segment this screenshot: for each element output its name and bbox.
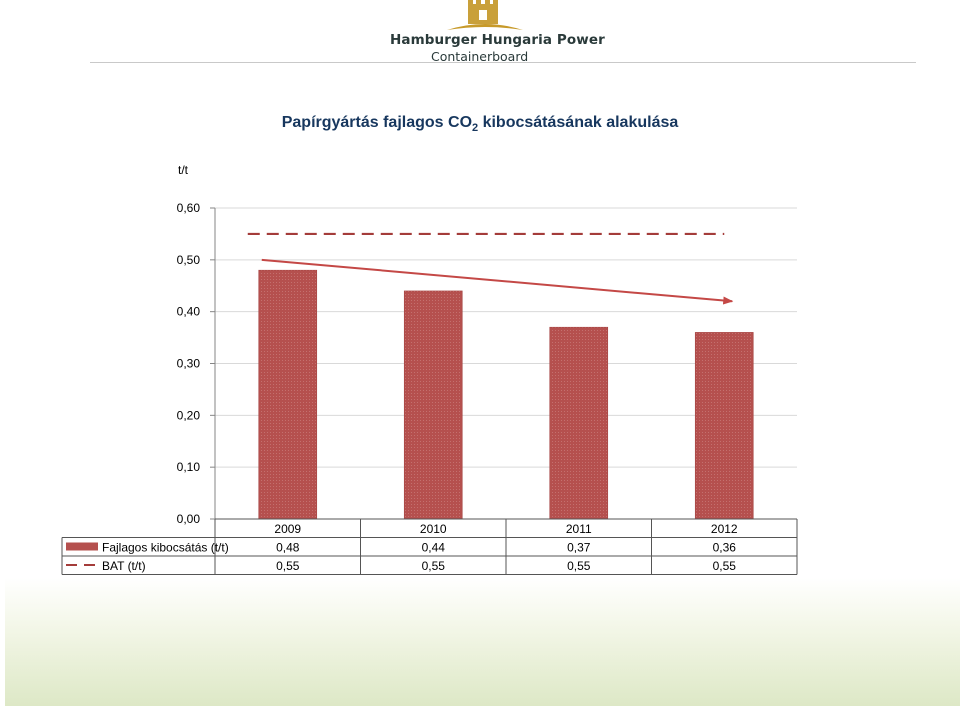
y-tick-label: 0,10 [177,460,201,474]
company-logo [447,0,523,30]
y-tick-label: 0,50 [177,253,201,267]
bar [549,326,609,520]
y-tick-label: 0,00 [177,512,201,526]
x-category-label: 2010 [420,522,447,536]
data-label: 0,55 [713,559,737,573]
data-label: 0,55 [422,559,446,573]
bar [258,269,318,520]
legend-label: Fajlagos kibocsátás (t/t) [102,541,229,555]
data-label: 0,44 [422,541,446,555]
background-band [5,578,960,706]
trend-arrow [261,258,734,305]
header-divider [90,62,916,63]
x-category-label: 2011 [566,522,592,536]
data-label: 0,55 [567,559,591,573]
company-subtitle: Containerboard [431,49,529,64]
data-label: 0,37 [567,541,591,555]
bar [403,290,463,520]
x-category-label: 2009 [274,522,301,536]
company-name: Hamburger Hungaria Power [390,32,605,48]
data-label: 0,48 [276,541,300,555]
data-label: 0,36 [713,541,737,555]
y-axis-unit-label: t/t [178,163,189,177]
chart-title: Papírgyártás fajlagos CO2 kibocsátásának… [281,114,679,135]
bar [694,332,754,520]
logo-castle-icon [447,24,523,30]
y-tick-label: 0,20 [177,408,201,422]
y-tick-label: 0,30 [177,357,201,371]
data-label: 0,55 [276,559,300,573]
legend-label: BAT (t/t) [102,559,146,573]
y-tick-label: 0,40 [177,305,201,319]
y-tick-label: 0,60 [177,201,201,215]
x-category-label: 2012 [711,522,738,536]
legend-key-bar [66,542,98,551]
